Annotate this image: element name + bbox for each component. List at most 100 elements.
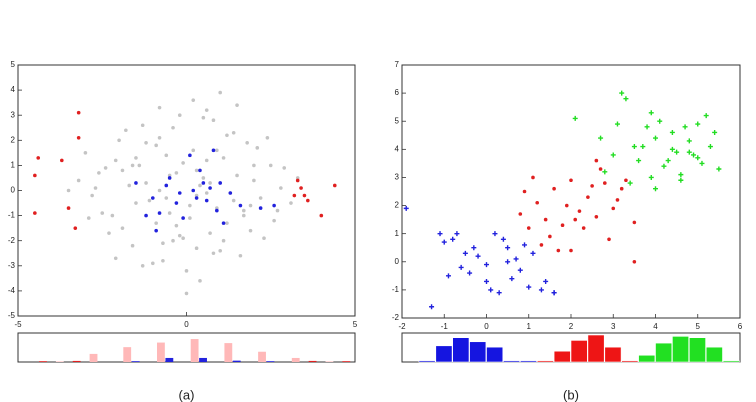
point <box>467 270 473 276</box>
point <box>632 259 637 264</box>
x-tick-label: -2 <box>398 322 406 331</box>
point <box>211 118 216 123</box>
hist-bar <box>587 334 605 363</box>
point <box>454 231 460 237</box>
point <box>319 213 324 218</box>
plot-frame <box>401 64 741 319</box>
point <box>218 248 222 253</box>
point <box>462 250 468 256</box>
point <box>218 90 222 95</box>
point <box>144 213 148 218</box>
point <box>140 264 145 268</box>
y-tick-label: 7 <box>395 60 400 69</box>
point <box>157 135 162 140</box>
hist-bar <box>553 350 571 363</box>
point <box>610 152 616 158</box>
hist-bar <box>342 361 351 362</box>
point <box>110 213 115 218</box>
point <box>607 237 611 242</box>
point <box>272 218 276 223</box>
point <box>500 236 506 242</box>
hist-bar <box>165 357 174 362</box>
x-tick-label: 0 <box>184 320 189 329</box>
x-tick-label: 0 <box>484 322 489 331</box>
point <box>191 98 196 102</box>
point <box>83 151 88 155</box>
point <box>543 278 549 284</box>
hist-bar <box>705 346 723 363</box>
point <box>445 273 451 279</box>
point <box>602 169 608 175</box>
point <box>151 261 155 266</box>
y-tick-label: 5 <box>395 116 400 125</box>
point <box>564 203 569 208</box>
point <box>590 184 594 188</box>
point <box>509 276 515 282</box>
point <box>204 108 209 112</box>
point <box>471 245 477 251</box>
point <box>614 121 620 127</box>
point <box>488 287 494 293</box>
point <box>648 174 654 180</box>
point <box>201 181 206 185</box>
point <box>279 186 283 190</box>
point <box>113 158 118 163</box>
point <box>191 188 196 193</box>
point <box>201 115 206 120</box>
point <box>530 250 536 256</box>
point <box>171 125 175 130</box>
point <box>204 158 209 163</box>
point <box>678 177 684 183</box>
point <box>161 258 165 263</box>
point <box>450 236 456 242</box>
point <box>208 231 212 235</box>
point <box>215 208 219 213</box>
point <box>198 168 202 173</box>
hist-bar <box>291 357 300 362</box>
point <box>627 180 633 186</box>
point <box>292 193 297 198</box>
point <box>295 176 300 180</box>
point <box>632 220 637 225</box>
point <box>306 198 310 203</box>
x-tick-label: 2 <box>569 322 574 331</box>
point <box>174 223 179 228</box>
point <box>248 203 253 208</box>
point <box>594 215 599 219</box>
point <box>211 148 216 153</box>
point <box>603 181 607 185</box>
point <box>712 129 718 135</box>
point <box>648 110 654 116</box>
hist-bar <box>519 360 537 363</box>
point <box>539 243 544 247</box>
point <box>33 173 37 178</box>
point <box>526 284 532 290</box>
point <box>127 183 132 188</box>
point <box>73 226 78 230</box>
hist-bar <box>655 342 673 363</box>
point <box>60 158 64 163</box>
hist-bar <box>258 351 266 362</box>
point <box>134 181 138 185</box>
point <box>231 198 236 203</box>
point <box>208 186 212 190</box>
hist-bar <box>469 341 487 363</box>
hist-bar <box>72 360 81 362</box>
x-tick-label: 5 <box>353 320 358 329</box>
point <box>241 213 246 218</box>
point <box>177 191 182 195</box>
point <box>560 223 565 228</box>
hist-bar <box>536 360 554 363</box>
point <box>707 144 713 150</box>
point <box>181 161 185 165</box>
y-tick-label: -1 <box>8 211 16 220</box>
point <box>134 156 138 160</box>
point <box>225 221 229 225</box>
point <box>97 171 101 175</box>
hist-bar <box>418 360 436 363</box>
point <box>686 138 692 144</box>
point <box>518 212 523 216</box>
x-tick-label: 6 <box>738 322 743 331</box>
point <box>437 231 443 237</box>
